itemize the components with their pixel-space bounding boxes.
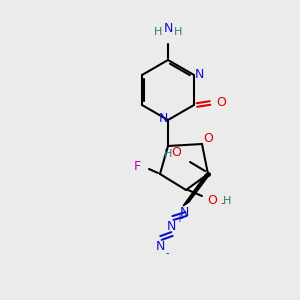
Text: -: - [220, 198, 224, 208]
Text: +: + [175, 214, 183, 224]
Text: N: N [194, 68, 204, 80]
Polygon shape [183, 174, 210, 206]
Text: F: F [134, 160, 141, 173]
Text: O: O [203, 133, 213, 146]
Text: N: N [166, 220, 176, 232]
Text: N: N [155, 239, 165, 253]
Text: O: O [171, 146, 181, 158]
Text: N: N [179, 206, 189, 218]
Text: H: H [154, 27, 162, 37]
Text: N: N [163, 22, 173, 34]
Text: H: H [164, 149, 172, 159]
Text: O: O [216, 97, 226, 110]
Text: O: O [207, 194, 217, 206]
Text: -: - [165, 248, 169, 258]
Text: N: N [158, 112, 168, 125]
Text: H: H [223, 196, 231, 206]
Text: H: H [174, 27, 182, 37]
